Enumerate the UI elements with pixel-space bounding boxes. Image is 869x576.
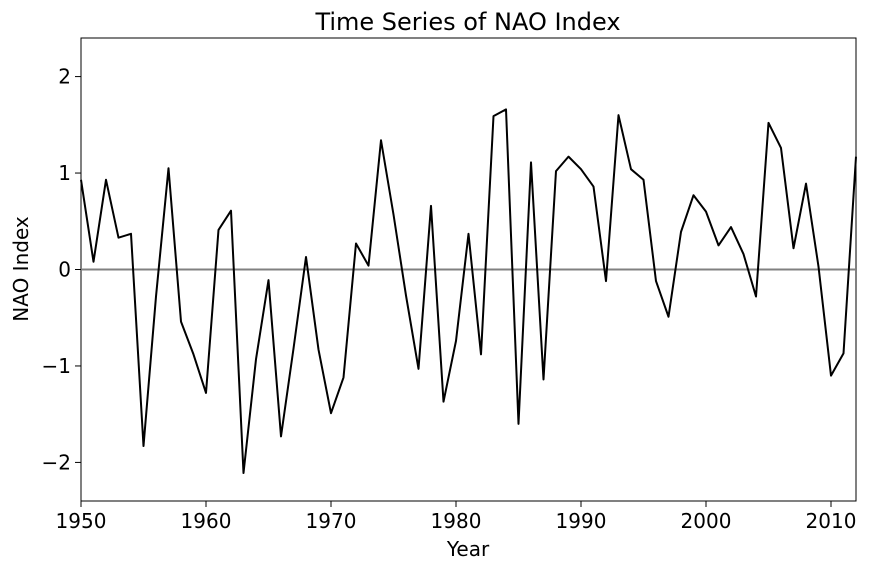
data-point	[343, 377, 345, 379]
data-point	[855, 156, 857, 158]
data-point	[643, 179, 645, 181]
x-tick-label: 2000	[681, 509, 732, 533]
data-point	[818, 266, 820, 268]
data-point	[330, 412, 332, 414]
x-axis-label: Year	[446, 537, 490, 561]
data-point	[205, 392, 207, 394]
data-point	[430, 205, 432, 207]
data-point	[730, 226, 732, 228]
data-point	[793, 247, 795, 249]
data-point	[755, 296, 757, 298]
data-point	[618, 114, 620, 116]
data-point	[843, 352, 845, 354]
data-point	[743, 253, 745, 255]
data-point	[718, 244, 720, 246]
data-point	[355, 242, 357, 244]
data-point	[105, 179, 107, 181]
data-point	[418, 368, 420, 370]
data-point	[630, 168, 632, 170]
data-point	[168, 167, 170, 169]
data-point	[593, 186, 595, 188]
x-tick-label: 1990	[556, 509, 607, 533]
data-point	[555, 170, 557, 172]
data-point	[830, 375, 832, 377]
data-point	[118, 237, 120, 239]
y-tick-label: 1	[58, 161, 71, 185]
data-point	[368, 265, 370, 267]
data-point	[218, 229, 220, 231]
data-point	[230, 210, 232, 212]
data-point	[255, 358, 257, 360]
data-point	[93, 261, 95, 263]
y-axis-label: NAO Index	[9, 216, 33, 322]
data-point	[280, 435, 282, 437]
data-point	[193, 353, 195, 355]
data-point	[268, 279, 270, 281]
data-point	[80, 179, 82, 181]
data-point	[505, 108, 507, 110]
x-tick-label: 1960	[181, 509, 232, 533]
data-point	[655, 280, 657, 282]
data-point	[693, 194, 695, 196]
data-point	[305, 256, 307, 258]
data-point	[405, 295, 407, 297]
y-tick-label: −2	[42, 450, 71, 474]
data-point	[780, 147, 782, 149]
data-point	[243, 472, 245, 474]
data-point	[393, 214, 395, 216]
x-tick-label: 1970	[306, 509, 357, 533]
data-point	[293, 348, 295, 350]
data-point	[518, 423, 520, 425]
data-point	[130, 233, 132, 235]
data-point	[155, 296, 157, 298]
data-point	[668, 316, 670, 318]
data-point	[705, 211, 707, 213]
series-layer	[80, 108, 857, 475]
data-point	[493, 115, 495, 117]
data-point	[318, 349, 320, 351]
nao-index-series-line	[80, 108, 857, 475]
data-point	[380, 139, 382, 141]
data-point	[530, 161, 532, 163]
data-point	[180, 321, 182, 323]
data-point	[680, 231, 682, 233]
data-point	[580, 168, 582, 170]
y-tick-label: −1	[42, 354, 71, 378]
data-point	[480, 353, 482, 355]
x-tick-label: 1950	[56, 509, 107, 533]
chart-title: Time Series of NAO Index	[314, 8, 620, 36]
data-point	[443, 401, 445, 403]
data-point	[768, 122, 770, 124]
data-point	[455, 340, 457, 342]
data-point	[543, 378, 545, 380]
x-tick-label: 1980	[431, 509, 482, 533]
x-tick-label: 2010	[806, 509, 857, 533]
y-tick-label: 0	[58, 258, 71, 282]
ticks-layer: 1950 1960 1970 1980 1990 2000 2010 −2 −1 0 1 2	[42, 65, 857, 533]
data-point	[468, 233, 470, 235]
data-point	[568, 156, 570, 158]
data-point	[605, 280, 607, 282]
data-point	[143, 445, 145, 447]
data-point	[805, 183, 807, 185]
y-tick-label: 2	[58, 65, 71, 89]
